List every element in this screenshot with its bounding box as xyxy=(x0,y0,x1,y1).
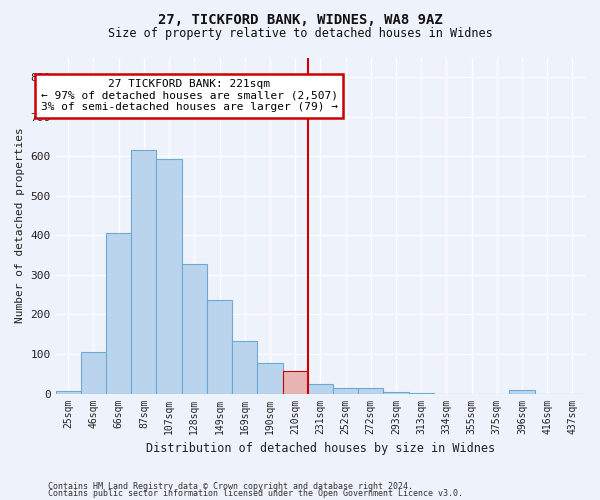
Bar xyxy=(106,234,131,394)
Text: 27 TICKFORD BANK: 221sqm
← 97% of detached houses are smaller (2,507)
3% of semi: 27 TICKFORD BANK: 221sqm ← 97% of detach… xyxy=(41,79,338,112)
Text: 27, TICKFORD BANK, WIDNES, WA8 9AZ: 27, TICKFORD BANK, WIDNES, WA8 9AZ xyxy=(158,12,442,26)
Bar xyxy=(232,341,257,394)
Bar xyxy=(283,372,308,394)
Bar xyxy=(308,384,333,394)
Bar xyxy=(509,390,535,394)
Y-axis label: Number of detached properties: Number of detached properties xyxy=(15,128,25,324)
Bar xyxy=(207,300,232,394)
Text: Contains public sector information licensed under the Open Government Licence v3: Contains public sector information licen… xyxy=(48,489,463,498)
Bar xyxy=(56,391,81,394)
Bar xyxy=(257,362,283,394)
Bar xyxy=(383,392,409,394)
Text: Size of property relative to detached houses in Widnes: Size of property relative to detached ho… xyxy=(107,28,493,40)
Bar xyxy=(409,393,434,394)
Bar xyxy=(157,159,182,394)
Bar xyxy=(131,150,157,394)
X-axis label: Distribution of detached houses by size in Widnes: Distribution of detached houses by size … xyxy=(146,442,495,455)
Bar xyxy=(358,388,383,394)
Bar xyxy=(333,388,358,394)
Bar xyxy=(182,264,207,394)
Bar xyxy=(81,352,106,394)
Text: Contains HM Land Registry data © Crown copyright and database right 2024.: Contains HM Land Registry data © Crown c… xyxy=(48,482,413,491)
